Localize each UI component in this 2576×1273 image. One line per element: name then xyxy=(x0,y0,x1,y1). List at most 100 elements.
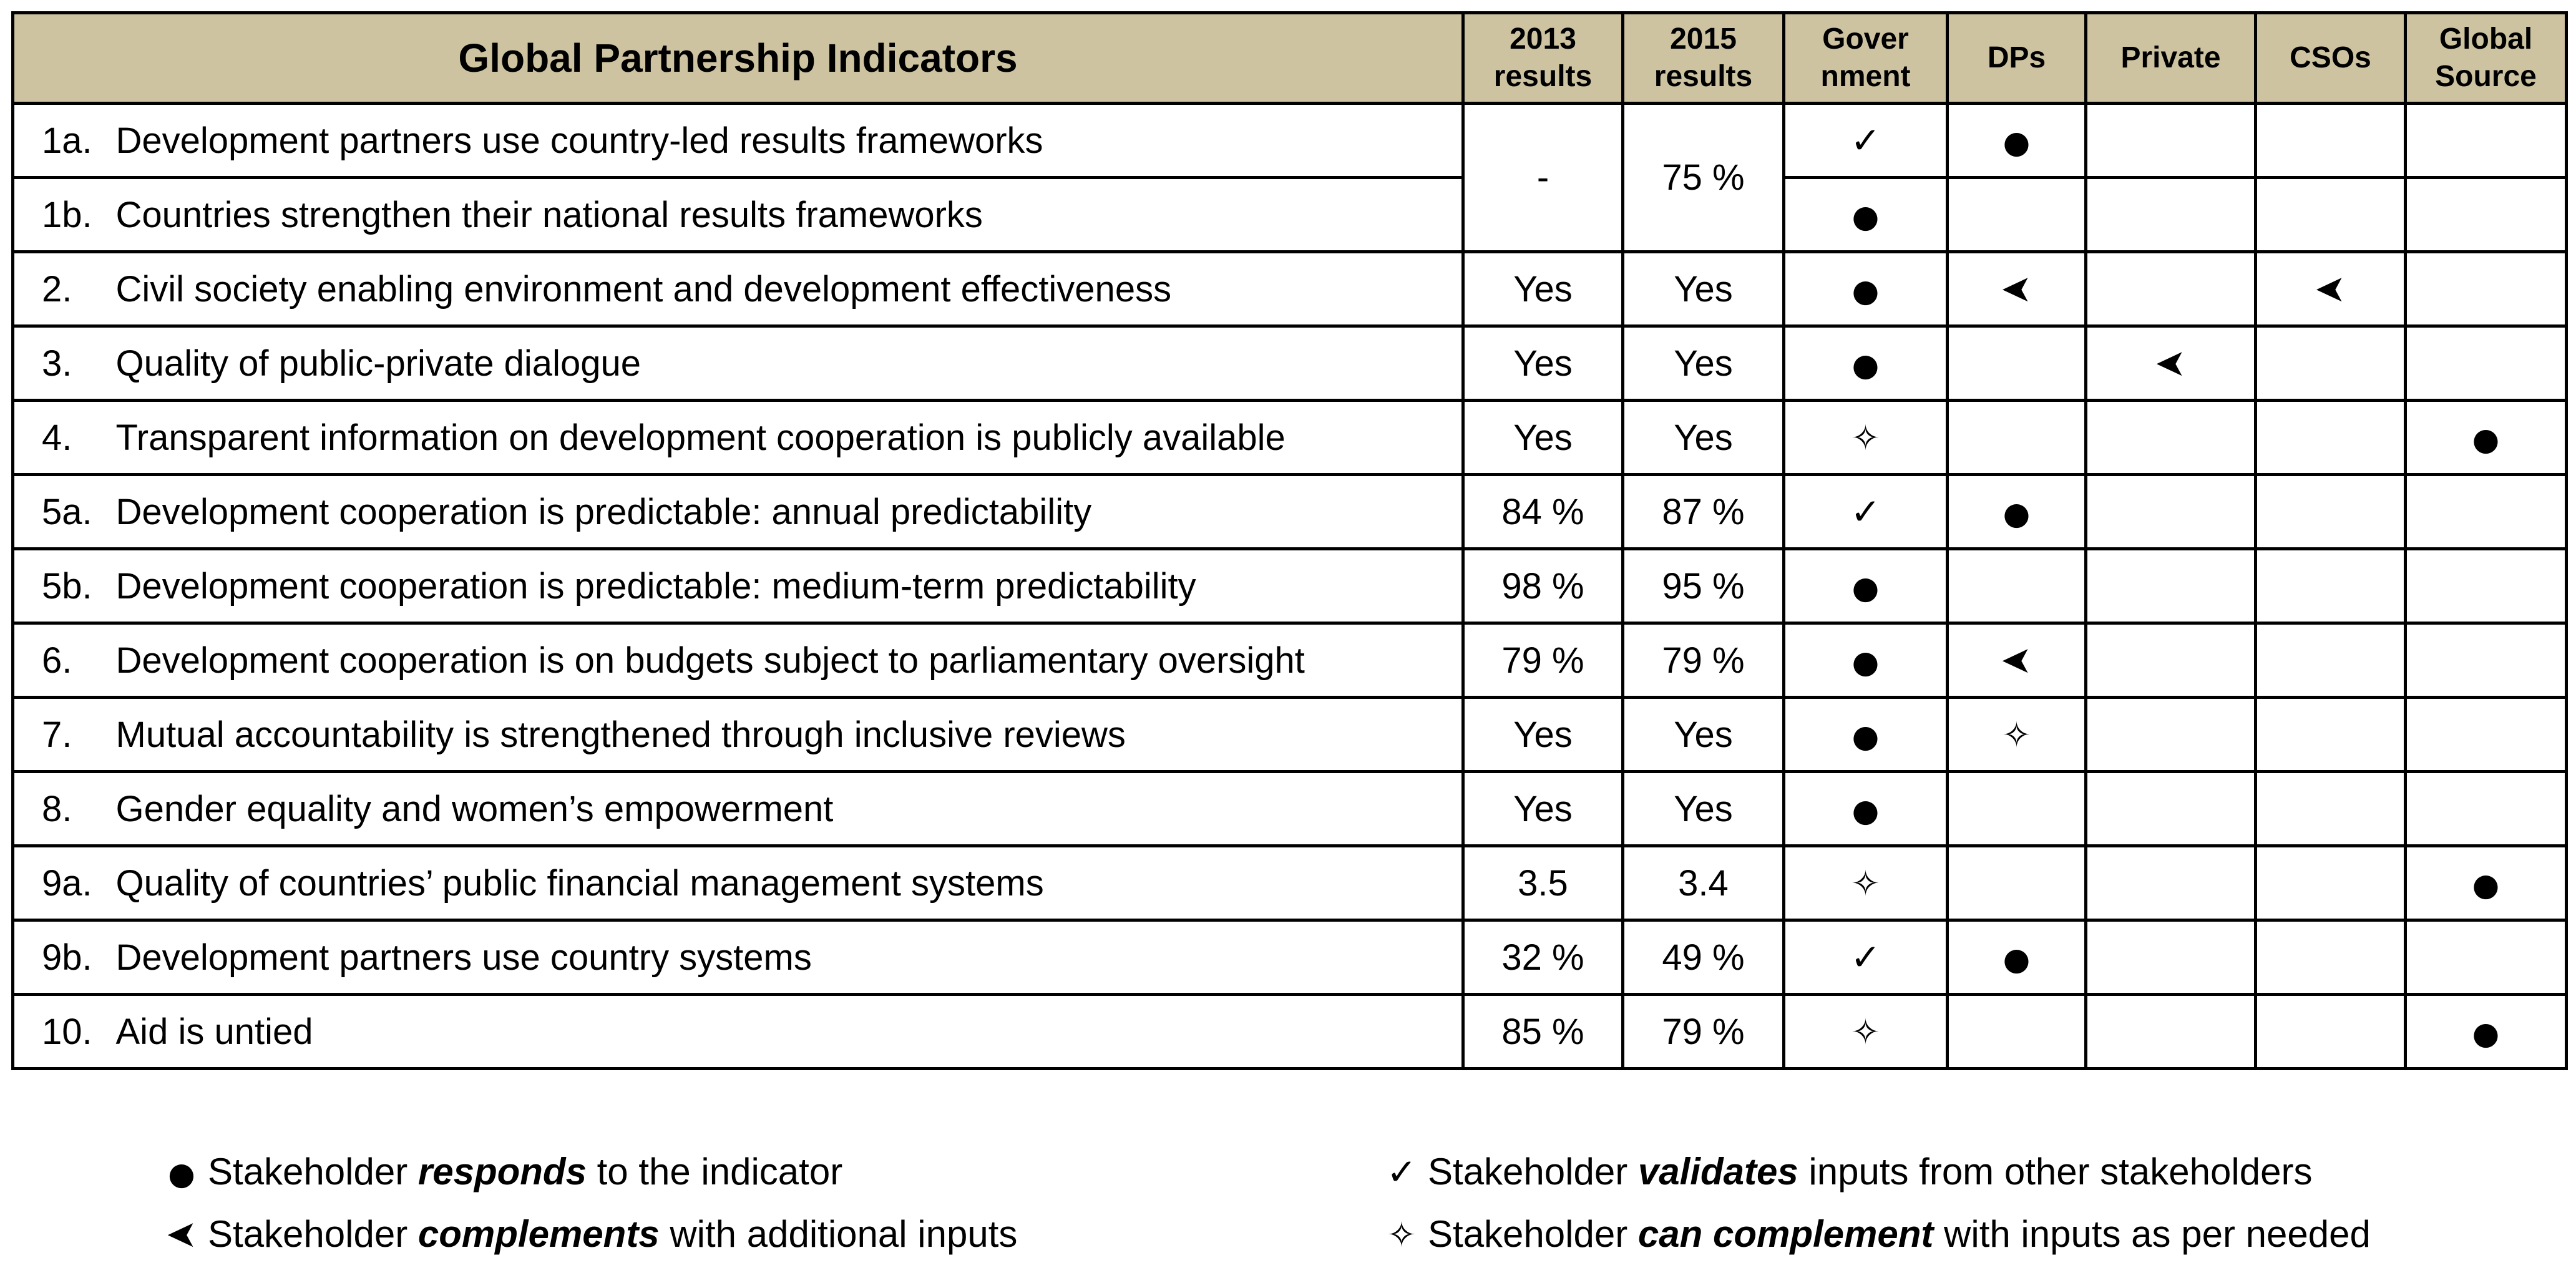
result-2013-cell: 3.5 xyxy=(1461,844,1624,922)
table-row: 4. Transparent information on development… xyxy=(11,399,2568,476)
csos-cell xyxy=(2254,622,2407,699)
result-2015-cell: 79 % xyxy=(1621,622,1785,699)
checkmark-icon: ✓ xyxy=(1850,936,1881,978)
csos-cell xyxy=(2254,919,2407,996)
table-row: 5b. Development cooperation is predictabl… xyxy=(11,547,2568,625)
global-source-cell xyxy=(2404,176,2568,253)
private-cell xyxy=(2084,844,2257,922)
result-2015-cell: 75 % xyxy=(1621,102,1785,253)
private-cell xyxy=(2084,399,2257,476)
header-private: Private xyxy=(2084,11,2257,105)
four-point-star-icon: ✧ xyxy=(1851,863,1880,904)
table-row: 5a. Development cooperation is predictabl… xyxy=(11,473,2568,550)
legend-complements-pre: Stakeholder xyxy=(208,1213,418,1255)
indicator-label: Countries strengthen their national resu… xyxy=(109,176,1465,253)
indicator-number: 5a. xyxy=(11,473,110,550)
global-source-cell xyxy=(2404,696,2568,773)
header-2013-results: 2013 results xyxy=(1461,11,1624,105)
global-source-cell xyxy=(2404,919,2568,996)
bullet-dot-icon: ● xyxy=(168,1156,195,1192)
global-source-cell: ● xyxy=(2404,844,2568,922)
csos-cell xyxy=(2254,770,2407,847)
result-2015-cell: Yes xyxy=(1621,324,1785,402)
private-cell xyxy=(2084,473,2257,550)
private-cell xyxy=(2084,547,2257,625)
indicator-label: Development partners use country systems xyxy=(109,919,1465,996)
header-2013-line2: results xyxy=(1493,60,1593,93)
global-source-cell xyxy=(2404,770,2568,847)
legend-validates-pre: Stakeholder xyxy=(1428,1151,1638,1193)
header-global-source: Global Source xyxy=(2404,11,2568,105)
header-dps: DPs xyxy=(1946,11,2087,105)
legend-validates: ✓ Stakeholder validates inputs from other… xyxy=(1379,1147,2313,1197)
bullet-dot-icon: ● xyxy=(2003,495,2031,532)
bullet-dot-icon: ● xyxy=(1852,346,1880,383)
government-cell: ✧ xyxy=(1782,399,1949,476)
bullet-dot-icon: ● xyxy=(2472,421,2500,457)
table-row: 7. Mutual accountability is strengthened … xyxy=(11,696,2568,773)
government-cell: ✓ xyxy=(1782,102,1949,179)
legend-responds-post: to the indicator xyxy=(586,1151,843,1193)
table-row: 9a. Quality of countries’ public financia… xyxy=(11,844,2568,922)
checkmark-icon: ✓ xyxy=(1850,119,1881,162)
table-row: 9b. Development partners use country syst… xyxy=(11,919,2568,996)
header-title: Global Partnership Indicators xyxy=(11,11,1465,105)
legend-can-complement-post: with inputs as per needed xyxy=(1933,1213,2371,1255)
bullet-dot-icon: ● xyxy=(2003,940,2031,977)
header-global-source-line1: Global xyxy=(2439,22,2533,56)
bullet-dot-icon: ● xyxy=(2472,1015,2500,1051)
legend-complements-post: with additional inputs xyxy=(659,1213,1018,1255)
global-partnership-indicators-table: Global Partnership Indicators 2013 resul… xyxy=(11,11,2568,1070)
csos-cell xyxy=(2254,324,2407,402)
private-cell xyxy=(2084,919,2257,996)
header-global-source-line2: Source xyxy=(2435,60,2537,93)
indicator-label: Quality of public-private dialogue xyxy=(109,324,1465,402)
csos-cell xyxy=(2254,176,2407,253)
dps-cell: ● xyxy=(1946,102,2087,179)
indicator-number: 1b. xyxy=(11,176,110,253)
indicator-label: Quality of countries’ public financial m… xyxy=(109,844,1465,922)
result-2013-cell: 79 % xyxy=(1461,622,1624,699)
legend-responds-em: responds xyxy=(417,1151,587,1193)
dps-cell: ✧ xyxy=(1946,696,2087,773)
private-cell xyxy=(2084,622,2257,699)
csos-cell xyxy=(2254,696,2407,773)
dps-cell xyxy=(1946,399,2087,476)
indicator-number: 5b. xyxy=(11,547,110,625)
result-2013-cell: Yes xyxy=(1461,250,1624,328)
dps-cell: ● xyxy=(1946,919,2087,996)
arrowhead-left-icon: ➤ xyxy=(2001,638,2032,682)
result-2013-cell: Yes xyxy=(1461,399,1624,476)
result-2015-cell: 87 % xyxy=(1621,473,1785,550)
result-2013-cell: Yes xyxy=(1461,696,1624,773)
government-cell: ● xyxy=(1782,250,1949,328)
indicator-label: Development partners use country-led res… xyxy=(109,102,1465,179)
bullet-dot-icon: ● xyxy=(1852,792,1880,829)
legend-validates-em: validates xyxy=(1637,1151,1798,1193)
result-2015-cell: Yes xyxy=(1621,399,1785,476)
global-source-cell xyxy=(2404,473,2568,550)
header-csos: CSOs xyxy=(2254,11,2407,105)
checkmark-icon: ✓ xyxy=(1386,1151,1417,1193)
private-cell xyxy=(2084,176,2257,253)
global-source-cell xyxy=(2404,622,2568,699)
result-2015-cell: Yes xyxy=(1621,696,1785,773)
government-cell: ✧ xyxy=(1782,993,1949,1070)
dps-cell: ➤ xyxy=(1946,250,2087,328)
dps-cell xyxy=(1946,993,2087,1070)
legend-responds-pre: Stakeholder xyxy=(208,1151,418,1193)
global-source-cell xyxy=(2404,102,2568,179)
table-row: 1a. Development partners use country-led … xyxy=(11,102,2568,253)
csos-cell xyxy=(2254,844,2407,922)
private-cell: ➤ xyxy=(2084,324,2257,402)
table-row: 2. Civil society enabling environment and… xyxy=(11,250,2568,328)
result-2013-cell: 98 % xyxy=(1461,547,1624,625)
global-source-cell xyxy=(2404,324,2568,402)
bullet-dot-icon: ● xyxy=(2003,124,2031,160)
four-point-star-icon: ✧ xyxy=(1387,1215,1417,1256)
arrowhead-left-icon: ➤ xyxy=(2315,267,2346,311)
indicator-number: 8. xyxy=(11,770,110,847)
header-2015-results: 2015 results xyxy=(1621,11,1785,105)
dps-cell: ➤ xyxy=(1946,622,2087,699)
result-2013-cell: - xyxy=(1461,102,1624,253)
